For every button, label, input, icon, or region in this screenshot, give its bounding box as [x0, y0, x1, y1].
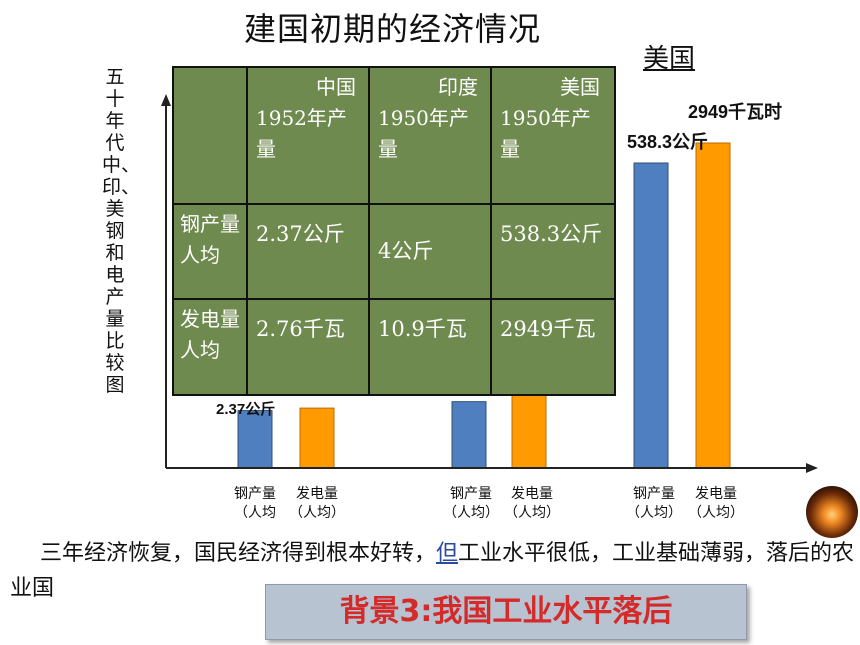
comparison-table: 中国1952年产量 印度1950年产量 美国1950年产量 钢产量人均 2.37…: [172, 66, 616, 396]
category-label: （人均）: [443, 505, 499, 521]
bar-value-label: 538.3公斤: [627, 132, 708, 152]
bar-electricity: [695, 142, 731, 469]
table-cell: 2.37公斤: [246, 202, 370, 301]
category-label: 钢产量: [633, 486, 675, 502]
category-label: （人均）: [626, 505, 682, 521]
y-axis-arrow: [161, 94, 171, 106]
category-label: 钢产量: [234, 486, 276, 502]
table-row-label: 钢产量人均: [172, 202, 248, 301]
category-label: （人均）: [504, 505, 560, 521]
bar-electricity: [299, 407, 335, 469]
us-heading: 美国: [643, 44, 696, 74]
summary-link[interactable]: 但: [436, 541, 459, 566]
light-bulb-icon: [806, 486, 858, 538]
category-label: （人均: [234, 505, 276, 521]
table-header-india: 印度1950年产量: [368, 66, 492, 205]
background-banner: 背景3:我国工业水平落后: [265, 584, 747, 640]
x-axis-arrow: [806, 463, 818, 473]
table-cell: 538.3公斤: [490, 202, 616, 301]
bar-steel: [633, 162, 669, 469]
bar-steel: [237, 410, 273, 469]
summary-text-before: 三年经济恢复，国民经济得到根本好转，: [40, 541, 437, 566]
category-label: 发电量: [511, 486, 553, 502]
table-row-electricity: 发电量人均 2.76千瓦 10.9千瓦 2949千瓦: [172, 298, 616, 396]
table-cell: 4公斤: [368, 202, 492, 301]
table-cell: 2949千瓦: [490, 298, 616, 396]
table-row-steel: 钢产量人均 2.37公斤 4公斤 538.3公斤: [172, 202, 616, 301]
category-label: （人均）: [289, 505, 345, 521]
bar-value-label: 2.37公斤: [216, 401, 275, 418]
summary-paragraph: 三年经济恢复，国民经济得到根本好转，但工业水平很低，工业基础薄弱，落后的农业国: [10, 536, 855, 606]
page-title: 建国初期的经济情况: [244, 10, 542, 48]
bar-steel: [451, 401, 487, 469]
category-label: 发电量: [296, 486, 338, 502]
bar-value-label: 2949千瓦时: [688, 102, 782, 122]
table-row-label: 发电量人均: [172, 298, 248, 396]
bar-electricity: [511, 381, 547, 469]
table-header-usa: 美国1950年产量: [490, 66, 616, 205]
table-cell: 2.76千瓦: [246, 298, 370, 396]
table-header-china: 中国1952年产量: [246, 66, 370, 205]
summary-text-after: 工业水平很低，工业基础薄弱，落后的农业国: [10, 541, 855, 601]
category-label: （人均）: [688, 505, 744, 521]
table-header-row: 中国1952年产量 印度1950年产量 美国1950年产量: [172, 66, 616, 205]
category-label: 发电量: [695, 486, 737, 502]
category-label: 钢产量: [450, 486, 492, 502]
table-cell: 10.9千瓦: [368, 298, 492, 396]
table-corner-cell: [172, 66, 248, 205]
